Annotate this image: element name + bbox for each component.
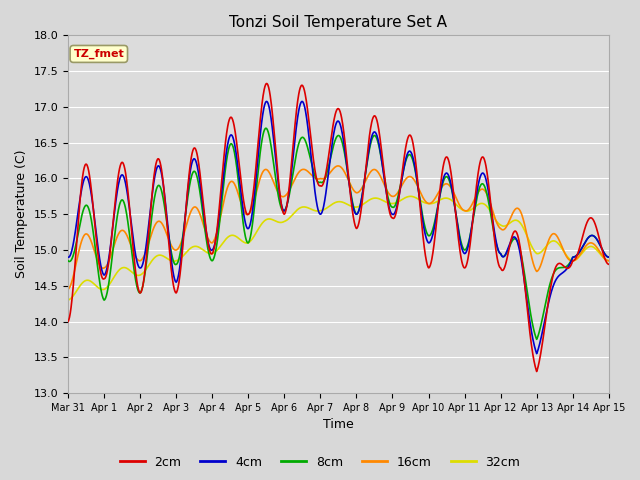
Y-axis label: Soil Temperature (C): Soil Temperature (C) bbox=[15, 150, 28, 278]
Legend: 2cm, 4cm, 8cm, 16cm, 32cm: 2cm, 4cm, 8cm, 16cm, 32cm bbox=[115, 451, 525, 474]
X-axis label: Time: Time bbox=[323, 419, 354, 432]
Text: TZ_fmet: TZ_fmet bbox=[74, 49, 124, 59]
Title: Tonzi Soil Temperature Set A: Tonzi Soil Temperature Set A bbox=[229, 15, 447, 30]
